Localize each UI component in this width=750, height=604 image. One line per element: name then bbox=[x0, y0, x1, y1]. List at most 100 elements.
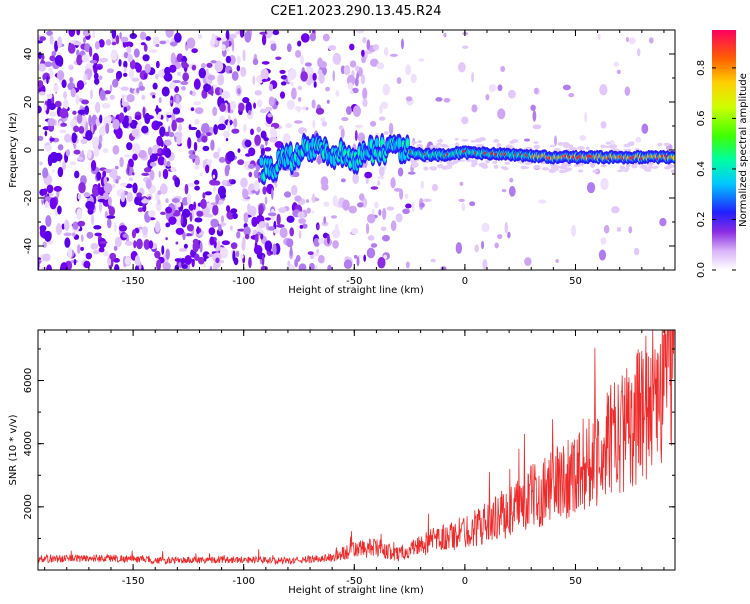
spectrogram-speckle bbox=[267, 226, 275, 231]
spectrogram-speckle bbox=[72, 110, 77, 115]
spectrogram-speckle bbox=[327, 264, 332, 270]
spectrogram-speckle bbox=[214, 60, 224, 73]
spectrogram-speckle bbox=[236, 231, 241, 239]
spectrogram-speckle bbox=[45, 215, 52, 227]
spectrogram-haze bbox=[522, 166, 530, 170]
spectrogram-speckle bbox=[405, 96, 413, 102]
spectrogram-speckle bbox=[103, 182, 113, 194]
spectrogram-speckle bbox=[155, 73, 159, 80]
spectrogram-speckle bbox=[356, 256, 360, 267]
spectrogram-haze bbox=[471, 162, 479, 166]
spectrogram-speckle bbox=[67, 43, 76, 54]
spectrogram-speckle bbox=[202, 76, 208, 84]
spectrogram-speckle bbox=[244, 30, 252, 43]
spectrogram-speckle bbox=[198, 67, 206, 79]
spectrogram-speckle bbox=[108, 206, 116, 217]
spectrogram-speckle bbox=[128, 177, 133, 182]
spectrogram-speckle bbox=[298, 230, 302, 239]
spectrogram-haze bbox=[625, 163, 631, 168]
spectrogram-speckle bbox=[219, 222, 227, 227]
spectrogram-speckle bbox=[55, 223, 63, 236]
spectrogram-speckle bbox=[204, 191, 212, 196]
spectrogram-speckle bbox=[46, 30, 53, 36]
spectrogram-speckle bbox=[243, 226, 251, 236]
spectrogram-speckle bbox=[353, 254, 358, 259]
spectrogram-speckle bbox=[85, 200, 94, 210]
snr-xlabel: Height of straight line (km) bbox=[288, 585, 424, 596]
spectrogram-speckle bbox=[571, 224, 577, 237]
spectrogram-speckle bbox=[196, 226, 200, 235]
spectrogram-speckle bbox=[364, 171, 373, 179]
spectrogram-speckle bbox=[239, 30, 245, 38]
spectrogram-speckle bbox=[194, 217, 203, 223]
spectrogram-speckle bbox=[304, 62, 312, 67]
spectrogram-speckle bbox=[134, 115, 142, 120]
spectrogram-speckle bbox=[166, 160, 171, 168]
spectrogram-haze bbox=[412, 163, 419, 167]
spectrogram-speckle bbox=[364, 49, 368, 60]
spectrogram-speckle bbox=[165, 30, 174, 38]
spectrogram-xtick-label: 0 bbox=[462, 276, 468, 287]
spectrogram-speckle bbox=[356, 72, 359, 80]
spectrogram-ridge-mid bbox=[259, 157, 264, 166]
spectrogram-speckle bbox=[279, 69, 286, 74]
spectrogram-speckle bbox=[388, 122, 394, 135]
spectrogram-speckle bbox=[107, 196, 112, 206]
spectrogram-speckle bbox=[181, 57, 188, 62]
spectrogram-speckle bbox=[175, 227, 184, 235]
spectrogram-speckle bbox=[235, 31, 240, 35]
spectrogram-haze bbox=[493, 164, 499, 169]
spectrogram-speckle bbox=[357, 132, 366, 143]
spectrogram-speckle bbox=[300, 71, 308, 82]
spectrogram-speckle bbox=[97, 182, 101, 192]
spectrogram-speckle bbox=[77, 109, 86, 115]
spectrogram-speckle bbox=[85, 121, 89, 134]
spectrogram-speckle bbox=[221, 179, 228, 187]
spectrogram-speckle bbox=[118, 225, 128, 232]
spectrogram-speckle bbox=[192, 238, 199, 245]
spectrogram-haze bbox=[657, 142, 663, 147]
spectrogram-speckle bbox=[46, 75, 49, 85]
spectrogram-speckle bbox=[105, 39, 112, 46]
spectrogram-speckle bbox=[77, 220, 86, 227]
spectrogram-speckle bbox=[390, 177, 396, 189]
spectrogram-speckle bbox=[206, 132, 212, 137]
spectrogram-speckle bbox=[600, 178, 609, 190]
spectrogram-speckle bbox=[98, 247, 105, 253]
spectrogram-speckle bbox=[380, 101, 389, 110]
spectrogram-speckle bbox=[370, 120, 377, 127]
spectrogram-haze bbox=[493, 138, 500, 143]
spectrogram-speckle bbox=[73, 258, 77, 266]
spectrogram-speckle bbox=[166, 111, 173, 116]
spectrogram-speckle bbox=[181, 60, 186, 69]
spectrogram-speckle bbox=[185, 233, 193, 237]
spectrogram-speckle bbox=[145, 36, 151, 41]
spectrogram-speckle bbox=[370, 186, 379, 190]
spectrogram-speckle bbox=[158, 97, 162, 103]
spectrogram-speckle bbox=[84, 43, 91, 53]
spectrogram-speckle bbox=[109, 84, 113, 93]
spectrogram-speckle bbox=[132, 182, 138, 194]
spectrogram-panel: -150 -100 -50 0 50 -40 -20 0 20 40 Height of stra… bbox=[8, 29, 676, 296]
spectrogram-speckle bbox=[159, 183, 168, 195]
spectrogram-speckle bbox=[286, 238, 294, 248]
spectrogram-speckle bbox=[134, 255, 141, 266]
spectrogram-speckle bbox=[458, 198, 465, 202]
spectrogram-speckle bbox=[127, 158, 134, 169]
spectrogram-speckle bbox=[47, 154, 53, 167]
spectrogram-speckle bbox=[352, 105, 361, 117]
spectrogram-speckle bbox=[215, 194, 220, 205]
spectrogram-speckle bbox=[127, 115, 133, 124]
spectrogram-haze bbox=[454, 137, 459, 141]
spectrogram-speckle bbox=[42, 241, 47, 248]
spectrogram-speckle bbox=[142, 106, 146, 119]
spectrogram-speckle bbox=[264, 196, 268, 205]
spectrogram-speckle bbox=[603, 224, 610, 234]
spectrogram-speckle bbox=[418, 58, 425, 62]
spectrogram-haze bbox=[640, 164, 648, 169]
spectrogram-speckle bbox=[180, 81, 189, 86]
spectrogram-speckle bbox=[335, 89, 340, 97]
spectrogram-speckle bbox=[49, 197, 57, 210]
spectrogram-speckle bbox=[264, 30, 273, 39]
spectrogram-speckle bbox=[291, 184, 298, 196]
